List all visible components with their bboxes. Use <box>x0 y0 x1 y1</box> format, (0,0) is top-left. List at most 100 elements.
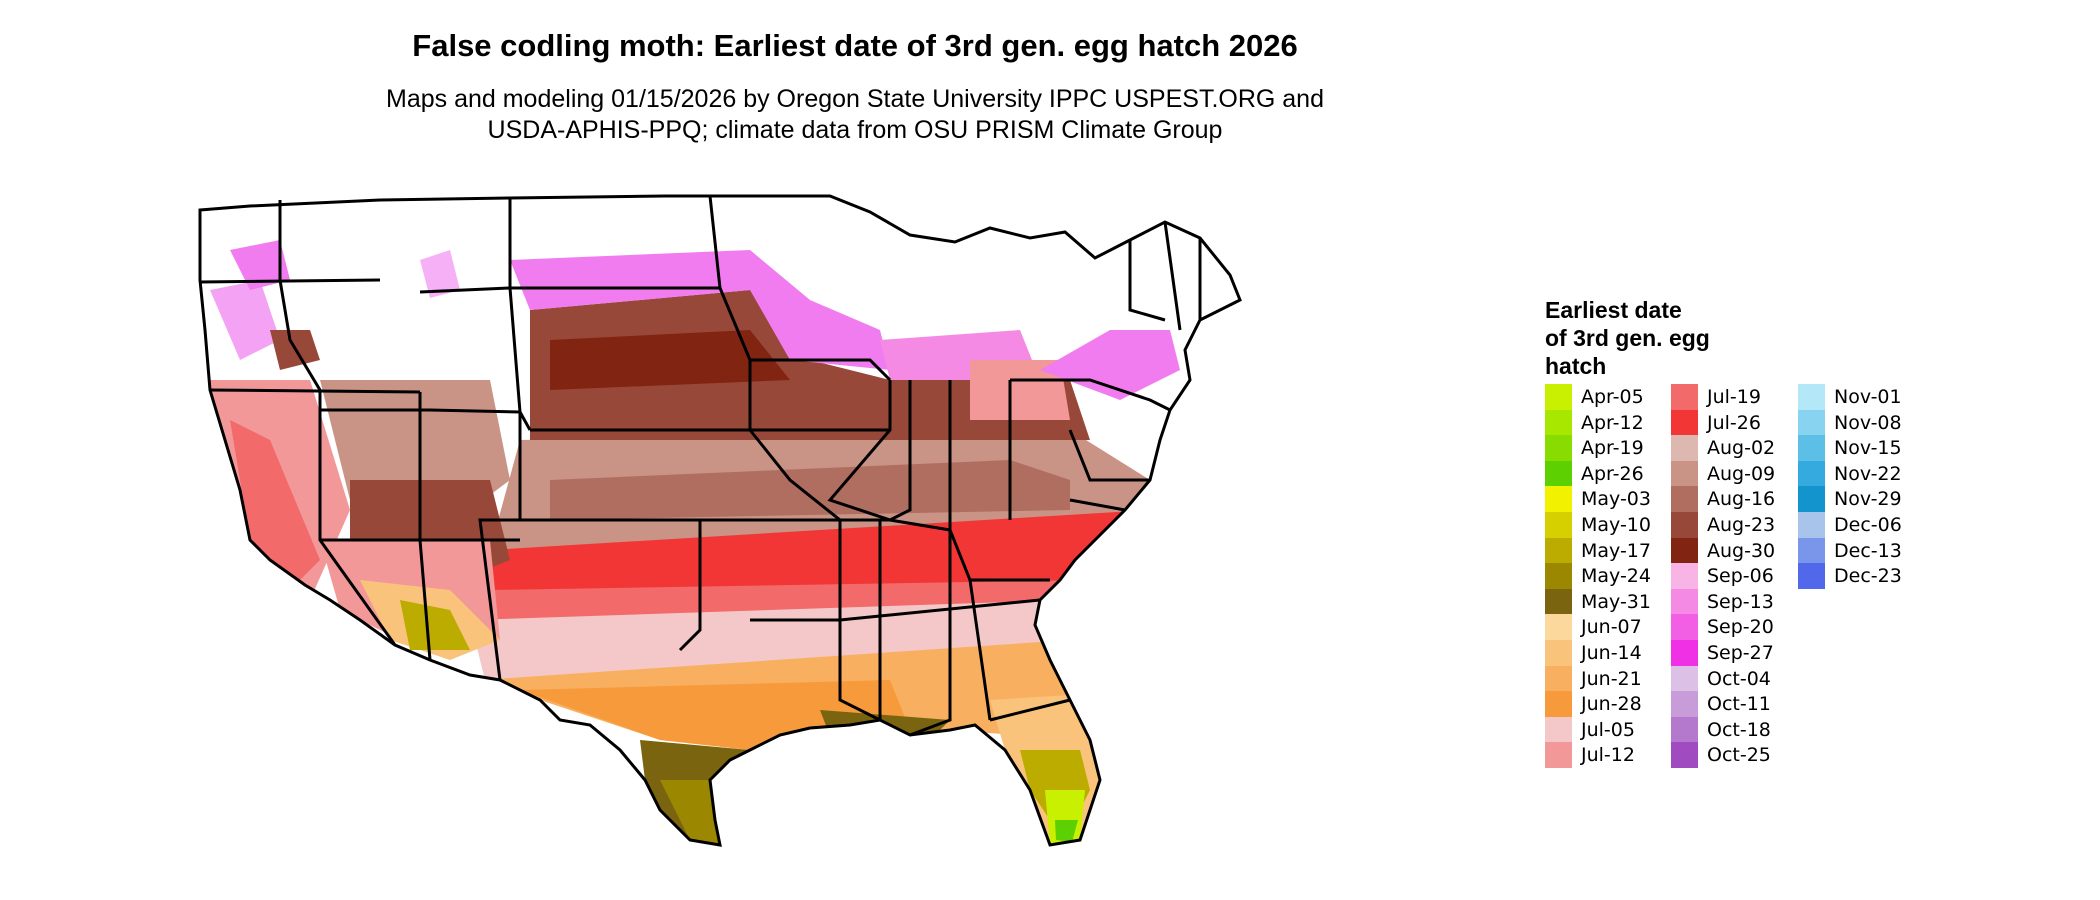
legend-item: Dec-23 <box>1798 563 1928 589</box>
legend-swatch <box>1545 460 1572 487</box>
legend-label: Jun-21 <box>1581 667 1642 690</box>
legend-swatch <box>1545 409 1572 436</box>
legend-label: Jun-07 <box>1581 616 1642 639</box>
legend-swatch <box>1798 409 1825 436</box>
legend-item: Jun-21 <box>1545 665 1675 692</box>
legend-label: Oct-04 <box>1707 667 1771 690</box>
legend-item: Apr-26 <box>1545 460 1675 487</box>
legend-item: Nov-08 <box>1798 409 1928 436</box>
legend-label: Apr-05 <box>1581 386 1644 408</box>
legend-label: May-17 <box>1581 539 1651 562</box>
legend-swatch <box>1671 512 1698 538</box>
legend-label: Jul-26 <box>1707 411 1761 434</box>
legend-item: Nov-29 <box>1798 486 1928 512</box>
legend-swatch <box>1671 409 1698 436</box>
legend-label: Apr-26 <box>1581 462 1644 485</box>
legend-label: May-10 <box>1581 514 1651 536</box>
legend-item: Jul-19 <box>1671 384 1801 410</box>
legend-swatch <box>1798 512 1825 538</box>
legend-swatch <box>1545 640 1572 666</box>
legend-item: Jul-26 <box>1671 409 1801 436</box>
legend-label: Dec-13 <box>1834 539 1902 562</box>
map-color-fill <box>200 196 1240 845</box>
legend-item: Jun-07 <box>1545 614 1675 640</box>
legend-label: Apr-19 <box>1581 437 1644 460</box>
subtitle-line-1: Maps and modeling 01/15/2026 by Oregon S… <box>386 85 1324 113</box>
us-degree-day-map <box>198 194 1242 847</box>
legend-item: Aug-02 <box>1671 435 1801 461</box>
legend-title: Earliest date of 3rd gen. egg hatch <box>1545 296 1765 380</box>
legend-swatch <box>1671 460 1698 487</box>
legend-label: Apr-12 <box>1581 411 1644 434</box>
legend-item: Oct-11 <box>1671 691 1801 717</box>
legend-label: Jul-19 <box>1707 386 1761 408</box>
legend-item: Apr-05 <box>1545 384 1675 410</box>
map-title: False codling moth: Earliest date of 3rd… <box>412 28 1298 63</box>
legend-item: May-03 <box>1545 486 1675 512</box>
legend-swatch <box>1671 486 1698 512</box>
legend-swatch <box>1671 435 1698 461</box>
legend-swatch <box>1798 537 1825 564</box>
legend-label: Jul-05 <box>1581 718 1635 741</box>
legend-swatch <box>1671 614 1698 640</box>
subtitle-line-2: USDA-APHIS-PPQ; climate data from OSU PR… <box>487 116 1223 144</box>
legend-label: May-31 <box>1581 590 1651 613</box>
legend-item: Aug-30 <box>1671 537 1801 564</box>
legend-item: Nov-15 <box>1798 435 1928 461</box>
legend-label: Aug-23 <box>1707 514 1776 536</box>
legend-swatch <box>1671 742 1698 768</box>
legend-label: Nov-15 <box>1834 437 1902 460</box>
legend-swatch <box>1545 588 1572 615</box>
legend-label: Nov-01 <box>1834 386 1902 408</box>
legend-item: Aug-16 <box>1671 486 1801 512</box>
legend-item: May-31 <box>1545 588 1675 615</box>
legend-item: Nov-01 <box>1798 384 1928 410</box>
legend-swatch <box>1671 384 1698 410</box>
legend-item: Apr-12 <box>1545 409 1675 436</box>
legend-swatch <box>1545 742 1572 768</box>
legend-item: May-10 <box>1545 512 1675 538</box>
legend-item: Aug-23 <box>1671 512 1801 538</box>
legend-swatch <box>1545 384 1572 410</box>
legend-item: May-24 <box>1545 563 1675 589</box>
legend-label: May-03 <box>1581 488 1651 511</box>
legend-label: Nov-29 <box>1834 488 1902 511</box>
legend-label: Sep-27 <box>1707 642 1774 664</box>
legend-swatch <box>1671 588 1698 615</box>
legend-swatch <box>1798 460 1825 487</box>
legend-label: Oct-11 <box>1707 693 1771 716</box>
legend-swatch <box>1545 512 1572 538</box>
legend-label: Jul-12 <box>1581 744 1635 767</box>
legend-item: Oct-25 <box>1671 742 1801 768</box>
legend-label: Jun-28 <box>1581 693 1642 716</box>
legend-label: Aug-02 <box>1707 437 1776 460</box>
legend-swatch <box>1671 665 1698 692</box>
legend-item: May-17 <box>1545 537 1675 564</box>
legend-item: Nov-22 <box>1798 460 1928 487</box>
legend-item: Sep-27 <box>1671 640 1801 666</box>
legend-swatch <box>1798 435 1825 461</box>
legend-label: Sep-06 <box>1707 565 1774 588</box>
legend-swatch <box>1545 435 1572 461</box>
legend-swatch <box>1545 486 1572 512</box>
legend-label: Nov-08 <box>1834 411 1902 434</box>
legend-item: Oct-18 <box>1671 716 1801 743</box>
legend-label: Sep-20 <box>1707 616 1774 639</box>
legend-item: Sep-06 <box>1671 563 1801 589</box>
legend-item: Apr-19 <box>1545 435 1675 461</box>
legend-item: Jun-14 <box>1545 640 1675 666</box>
legend-swatch <box>1671 537 1698 564</box>
legend-swatch <box>1545 691 1572 717</box>
legend-label: Jun-14 <box>1581 642 1642 664</box>
legend-swatch <box>1545 614 1572 640</box>
legend-label: Oct-25 <box>1707 744 1771 767</box>
legend-label: Sep-13 <box>1707 590 1774 613</box>
legend-swatch <box>1545 537 1572 564</box>
legend-item: Dec-06 <box>1798 512 1928 538</box>
legend-item: Jun-28 <box>1545 691 1675 717</box>
legend-label: Aug-09 <box>1707 462 1776 485</box>
legend-label: Dec-06 <box>1834 514 1902 536</box>
legend-label: Aug-16 <box>1707 488 1776 511</box>
legend-swatch <box>1545 563 1572 589</box>
legend-item: Sep-13 <box>1671 588 1801 615</box>
